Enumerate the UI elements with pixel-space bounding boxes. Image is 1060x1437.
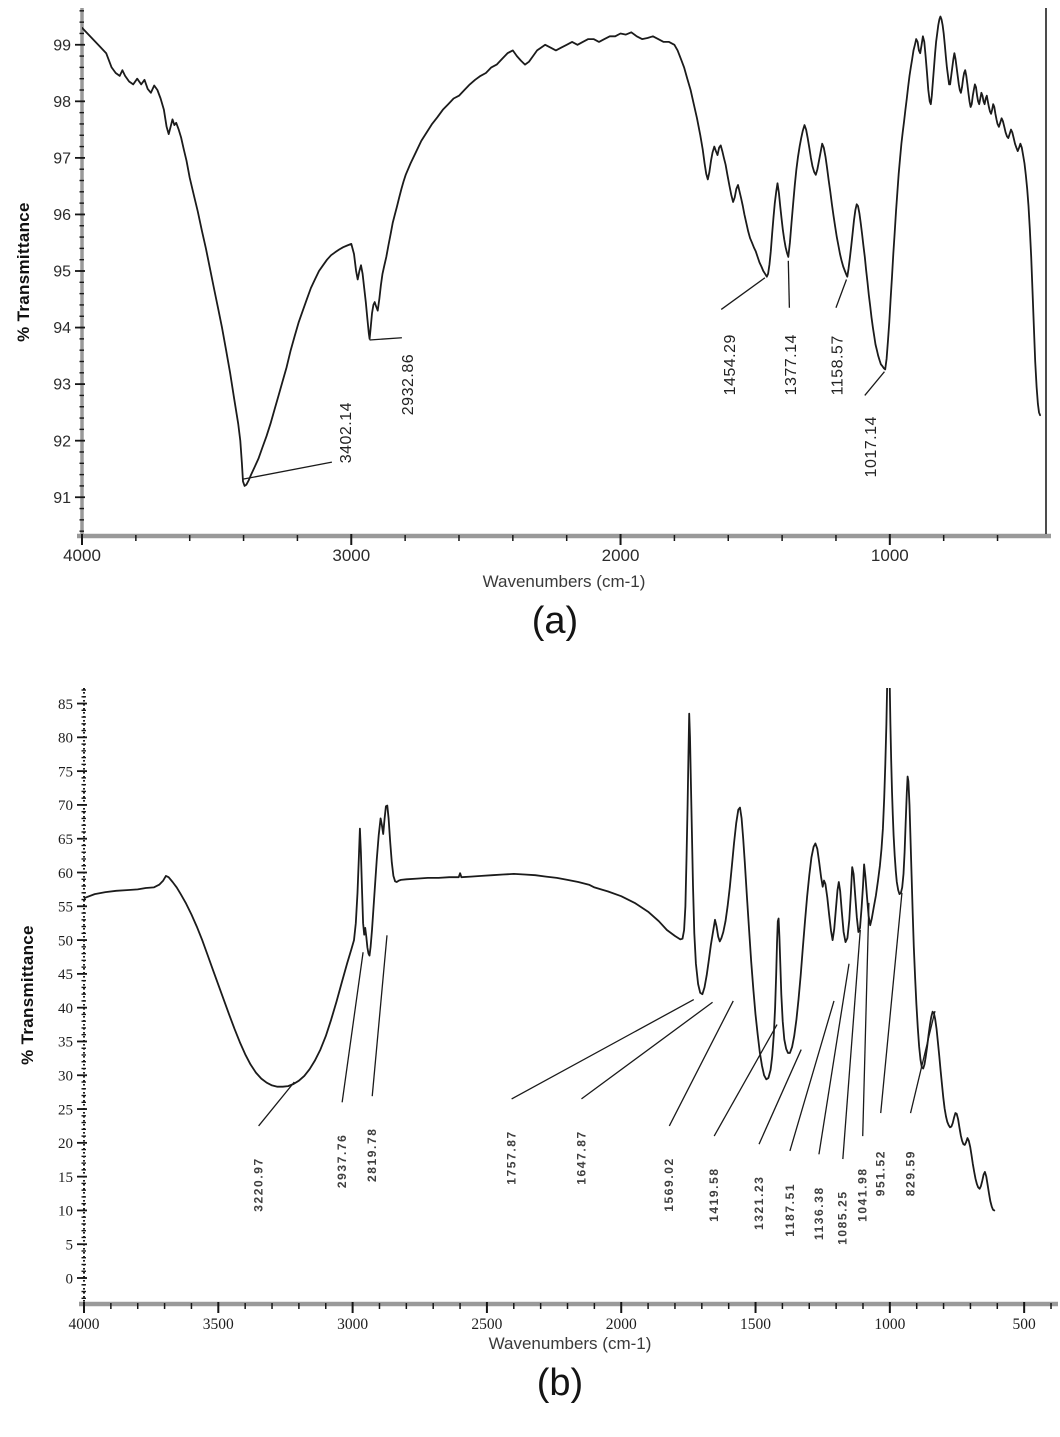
y-axis-a: 91 92 93 94 95 96 97 98 99 xyxy=(53,8,85,537)
svg-text:3500: 3500 xyxy=(203,1316,234,1333)
peak-leader-line xyxy=(835,279,848,308)
peak-label: 1569.02 xyxy=(662,1157,676,1212)
svg-text:4000: 4000 xyxy=(63,546,101,565)
svg-text:94: 94 xyxy=(53,320,71,337)
peak-leader-line xyxy=(242,461,333,480)
spectrum-trace-a xyxy=(82,15,1041,487)
peak-leader-line xyxy=(581,1001,713,1100)
svg-text:55: 55 xyxy=(58,900,73,916)
svg-text:40: 40 xyxy=(58,1001,73,1017)
svg-text:20: 20 xyxy=(58,1136,73,1152)
svg-text:25: 25 xyxy=(58,1102,73,1118)
peak-leader-line xyxy=(668,1000,734,1127)
svg-text:96: 96 xyxy=(53,207,71,224)
svg-text:2000: 2000 xyxy=(606,1316,637,1333)
peak-leader-line xyxy=(880,892,903,1114)
svg-text:15: 15 xyxy=(58,1170,73,1186)
svg-text:95: 95 xyxy=(53,264,71,281)
svg-text:45: 45 xyxy=(58,967,73,983)
svg-text:10: 10 xyxy=(58,1204,73,1220)
peak-label: 1419.58 xyxy=(707,1167,721,1222)
x-axis-b: 4000 3500 3000 2500 2000 1500 1000 500 xyxy=(69,1301,1058,1333)
svg-text:99: 99 xyxy=(53,37,71,54)
svg-text:0: 0 xyxy=(66,1271,74,1287)
svg-text:97: 97 xyxy=(53,150,71,167)
peak-leader-line xyxy=(862,902,870,1137)
svg-text:50: 50 xyxy=(58,933,73,949)
svg-text:60: 60 xyxy=(58,866,73,882)
peak-label: 3402.14 xyxy=(338,402,355,463)
svg-text:65: 65 xyxy=(58,832,73,848)
svg-text:35: 35 xyxy=(58,1035,73,1051)
peak-label: 1158.57 xyxy=(830,335,847,395)
peak-label: 2819.78 xyxy=(365,1127,379,1182)
peak-label: 1454.29 xyxy=(722,334,739,395)
x-axis-title-a: Wavenumbers (cm-1) xyxy=(482,572,646,591)
peak-leader-line xyxy=(864,371,885,396)
peak-annotations-a: 3402.14 2932.86 1454.29 1377.14 1158.57 1017.… xyxy=(242,260,885,480)
x-axis-a: 4000 3000 2000 1000 xyxy=(63,533,1051,565)
y-axis-b: 0 5 10 15 20 25 30 35 40 45 50 55 60 65 70 75 80 85 xyxy=(58,688,87,1302)
peak-leader-line xyxy=(787,260,791,308)
svg-text:93: 93 xyxy=(53,377,71,394)
spectrum-trace-b xyxy=(84,688,996,1212)
peak-label: 1377.14 xyxy=(783,334,800,395)
caption-a: (a) xyxy=(531,600,579,642)
svg-text:1000: 1000 xyxy=(871,546,909,565)
peak-label: 1321.23 xyxy=(752,1175,766,1230)
peak-leader-line xyxy=(341,952,364,1103)
peak-leader-line xyxy=(713,1024,778,1137)
peak-label: 1187.51 xyxy=(783,1183,797,1237)
svg-text:3000: 3000 xyxy=(337,1316,368,1333)
caption-b: (b) xyxy=(536,1362,584,1404)
peak-label: 2932.86 xyxy=(400,354,417,415)
peak-leader-line xyxy=(511,998,695,1100)
svg-text:75: 75 xyxy=(58,764,73,780)
peak-label: 829.59 xyxy=(903,1150,917,1196)
svg-text:1000: 1000 xyxy=(874,1316,905,1333)
svg-text:500: 500 xyxy=(1013,1316,1037,1333)
svg-text:5: 5 xyxy=(66,1237,74,1253)
svg-text:2000: 2000 xyxy=(602,546,640,565)
svg-text:2500: 2500 xyxy=(471,1316,502,1333)
svg-text:98: 98 xyxy=(53,94,71,111)
peak-label: 1085.25 xyxy=(836,1190,850,1245)
peak-leader-line xyxy=(789,1000,835,1152)
peak-annotations-b: 3220.97 2937.76 2819.78 1757.87 1647.87 1569.… xyxy=(251,892,936,1245)
svg-text:1500: 1500 xyxy=(740,1316,771,1333)
peak-label: 1757.87 xyxy=(504,1130,518,1185)
svg-text:85: 85 xyxy=(58,697,73,713)
svg-text:80: 80 xyxy=(58,731,73,747)
peak-label: 1017.14 xyxy=(863,416,880,477)
svg-text:30: 30 xyxy=(58,1069,73,1085)
peak-leader-line xyxy=(909,1010,936,1114)
peak-leader-line xyxy=(369,337,402,341)
svg-text:70: 70 xyxy=(58,798,73,814)
peak-label: 1136.38 xyxy=(812,1186,826,1240)
svg-text:92: 92 xyxy=(53,433,71,450)
spectrum-plot-b: 0 5 10 15 20 25 30 35 40 45 50 55 60 65 70 75 80 85 4000 35… xyxy=(58,688,1058,1333)
svg-text:4000: 4000 xyxy=(69,1316,100,1333)
peak-label: 951.52 xyxy=(874,1150,888,1196)
x-axis-title-b: Wavenumbers (cm-1) xyxy=(488,1334,652,1353)
peak-label: 2937.76 xyxy=(335,1134,349,1189)
peak-leader-line xyxy=(758,1049,802,1145)
spectrum-plot-a: 91 92 93 94 95 96 97 98 99 4000 3000 2000 1000 3402.1… xyxy=(53,8,1051,565)
peak-leader-line xyxy=(371,935,388,1097)
peak-leader-line xyxy=(842,929,861,1160)
peak-leader-line xyxy=(818,963,850,1155)
svg-text:3000: 3000 xyxy=(332,546,370,565)
peak-leader-line xyxy=(258,1081,295,1127)
peak-label: 1041.98 xyxy=(856,1167,870,1222)
peak-leader-line xyxy=(720,277,766,310)
peak-label: 3220.97 xyxy=(251,1157,265,1212)
peak-label: 1647.87 xyxy=(574,1130,588,1185)
svg-text:91: 91 xyxy=(53,490,71,507)
